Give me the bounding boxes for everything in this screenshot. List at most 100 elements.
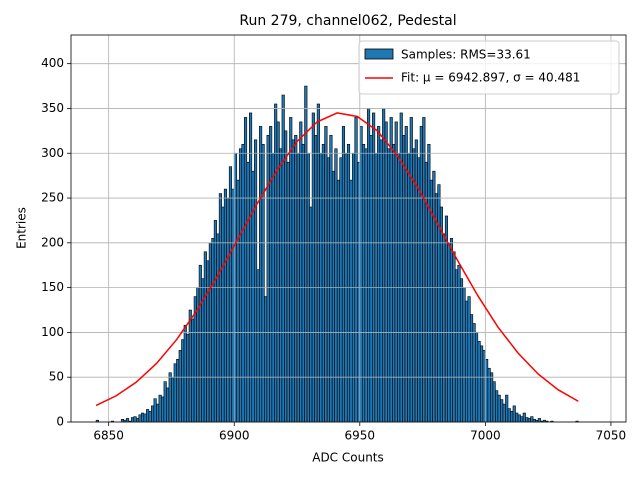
bar [243, 117, 248, 423]
bar [223, 188, 228, 423]
bar [133, 416, 137, 423]
plot-frame [70, 34, 627, 423]
bar [203, 251, 207, 423]
bar [492, 381, 496, 423]
x-tick-label: 7000 [470, 429, 501, 443]
bar [427, 143, 431, 423]
bar [291, 139, 295, 423]
bar [409, 117, 413, 423]
bar [221, 206, 225, 423]
bar [289, 117, 293, 423]
legend-box [358, 40, 620, 95]
bar [517, 414, 521, 423]
bar [537, 418, 541, 423]
bar [469, 314, 474, 423]
bar [286, 161, 290, 423]
bar [462, 287, 466, 423]
bar [379, 139, 383, 423]
bar [439, 206, 443, 423]
bar [392, 143, 396, 423]
bar [354, 117, 358, 423]
bar [444, 215, 448, 423]
bar [457, 264, 461, 423]
bar [206, 260, 210, 423]
bar [259, 126, 263, 423]
bar [183, 324, 187, 423]
chart-title: Run 279, channel062, Pedestal [239, 13, 456, 29]
bar [442, 233, 446, 423]
bar [281, 94, 285, 423]
bar [166, 387, 170, 423]
bar [324, 126, 328, 423]
bar [256, 269, 260, 423]
bar [477, 341, 481, 423]
bar [246, 161, 250, 423]
bar [130, 417, 135, 423]
bar [500, 399, 504, 423]
bar [213, 220, 217, 423]
bar [434, 193, 438, 423]
x-tick-label: 6900 [219, 429, 250, 443]
bar [349, 179, 353, 423]
bar [125, 418, 130, 423]
bar [387, 148, 391, 423]
bar [326, 157, 330, 423]
bar [336, 179, 341, 423]
bar [304, 85, 308, 423]
bar [163, 381, 167, 423]
bar [480, 345, 484, 423]
bar [266, 135, 270, 423]
bar [151, 405, 155, 423]
bar [495, 390, 499, 423]
bar [316, 103, 320, 423]
bar [532, 419, 536, 423]
bar [525, 417, 529, 423]
y-tick-label: 250 [41, 191, 64, 205]
bar [507, 408, 511, 423]
bar [464, 300, 469, 423]
bar [364, 148, 368, 423]
bar [188, 309, 192, 423]
bar [173, 363, 177, 423]
bar [487, 367, 491, 423]
bar [158, 394, 162, 423]
bar [181, 339, 185, 423]
bar [146, 409, 150, 423]
bar [311, 112, 315, 423]
bar [515, 412, 519, 423]
bar [520, 416, 524, 423]
bar [186, 333, 190, 423]
bar [211, 238, 215, 423]
bar [241, 143, 245, 423]
bar [402, 135, 406, 423]
bar [193, 296, 197, 423]
bar [238, 148, 243, 423]
bar [339, 157, 343, 423]
y-tick-label: 50 [49, 370, 64, 384]
fit-line [95, 112, 579, 407]
x-axis-label: ADC Counts [312, 451, 384, 465]
bar [178, 350, 182, 423]
x-tick-label: 6950 [345, 429, 376, 443]
bar [120, 419, 125, 423]
bar [522, 412, 526, 423]
y-tick-label: 400 [41, 56, 64, 70]
bar [377, 126, 381, 423]
bar [472, 323, 476, 423]
legend: Samples: RMS=33.61 Fit: μ = 6942.897, σ =… [358, 40, 620, 95]
x-tick-label: 6850 [93, 429, 124, 443]
bar [432, 170, 436, 423]
bar [502, 403, 506, 423]
bar [279, 148, 283, 423]
bar [362, 143, 366, 423]
bar [141, 412, 145, 423]
bar [261, 143, 265, 423]
legend-swatch [364, 48, 394, 60]
bar [274, 103, 278, 423]
bar [389, 117, 393, 423]
bar [454, 269, 459, 423]
bar [321, 143, 325, 423]
bar [216, 233, 220, 423]
bar [527, 418, 531, 423]
